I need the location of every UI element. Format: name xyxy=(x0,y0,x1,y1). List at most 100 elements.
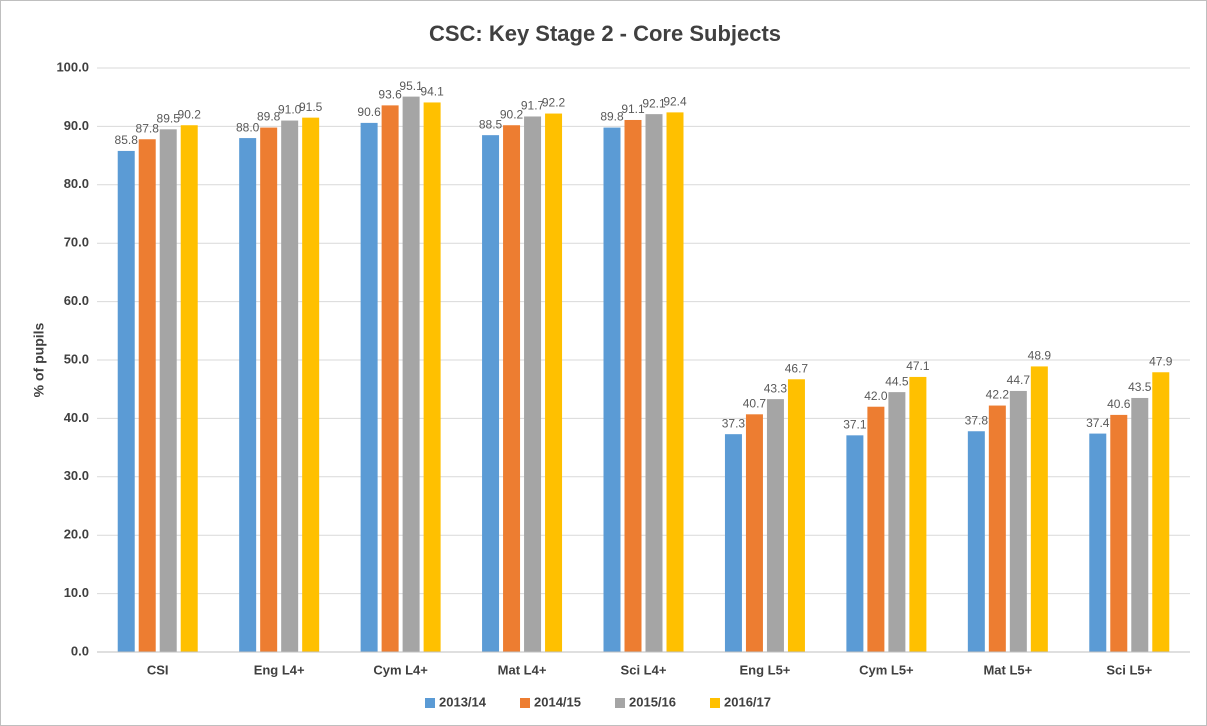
y-tick-label: 50.0 xyxy=(64,351,89,366)
data-label: 40.6 xyxy=(1107,397,1131,411)
x-tick-label: Sci L4+ xyxy=(621,662,667,677)
y-tick-label: 40.0 xyxy=(64,410,89,425)
bar xyxy=(302,117,320,652)
bar xyxy=(967,431,985,652)
data-label: 85.8 xyxy=(115,133,139,147)
data-label: 92.4 xyxy=(663,95,687,109)
x-tick-label: Mat L4+ xyxy=(498,662,547,677)
data-label: 87.8 xyxy=(136,121,160,135)
data-label: 89.5 xyxy=(157,111,181,125)
legend-swatch xyxy=(710,698,720,708)
x-tick-label: Cym L4+ xyxy=(373,662,428,677)
data-label: 90.2 xyxy=(500,107,524,121)
x-tick-label: Eng L4+ xyxy=(254,662,305,677)
bar xyxy=(766,399,784,652)
bar xyxy=(1009,390,1027,652)
bar xyxy=(724,434,742,652)
data-label: 91.5 xyxy=(299,100,323,114)
x-tick-label: CSI xyxy=(147,662,169,677)
legend-label: 2013/14 xyxy=(439,694,487,709)
data-label: 89.8 xyxy=(600,110,624,124)
bar xyxy=(545,113,563,652)
y-tick-label: 90.0 xyxy=(64,118,89,133)
data-label: 90.6 xyxy=(357,105,381,119)
legend-label: 2014/15 xyxy=(534,694,581,709)
bar xyxy=(239,138,257,652)
bar xyxy=(1110,414,1128,652)
bar xyxy=(281,120,299,652)
legend-label: 2015/16 xyxy=(629,694,676,709)
data-label: 91.7 xyxy=(521,99,545,113)
y-tick-label: 70.0 xyxy=(64,235,89,250)
bar xyxy=(867,406,885,652)
data-label: 90.2 xyxy=(178,107,202,121)
bar xyxy=(360,122,378,653)
data-label: 88.5 xyxy=(479,117,503,131)
y-tick-label: 100.0 xyxy=(56,59,89,74)
x-tick-label: Mat L5+ xyxy=(983,662,1032,677)
x-tick-label: Sci L5+ xyxy=(1106,662,1152,677)
data-label: 47.9 xyxy=(1149,354,1173,368)
data-label: 43.5 xyxy=(1128,380,1152,394)
bar xyxy=(888,392,906,652)
bar xyxy=(745,414,763,652)
bar xyxy=(988,405,1006,652)
data-label: 37.3 xyxy=(722,416,746,430)
bar xyxy=(1131,397,1149,652)
y-tick-label: 60.0 xyxy=(64,293,89,308)
data-label: 47.1 xyxy=(906,359,930,373)
bar xyxy=(645,114,663,653)
y-axis-label: % of pupils xyxy=(31,322,47,397)
data-label: 94.1 xyxy=(420,85,444,99)
bar xyxy=(603,127,621,653)
bar xyxy=(482,135,500,652)
y-tick-label: 80.0 xyxy=(64,176,89,191)
y-tick-label: 20.0 xyxy=(64,527,89,542)
data-label: 42.0 xyxy=(864,389,888,403)
data-label: 40.7 xyxy=(743,396,767,410)
bar xyxy=(180,125,198,653)
data-label: 37.8 xyxy=(965,413,989,427)
bar xyxy=(846,435,864,652)
data-label: 92.1 xyxy=(642,96,666,110)
x-tick-label: Eng L5+ xyxy=(739,662,790,677)
bar xyxy=(138,139,156,653)
bar xyxy=(159,129,177,652)
legend-label: 2016/17 xyxy=(724,694,771,709)
data-label: 44.7 xyxy=(1007,373,1031,387)
data-label: 92.2 xyxy=(542,96,566,110)
y-tick-label: 30.0 xyxy=(64,468,89,483)
legend-swatch xyxy=(520,698,530,708)
bar xyxy=(1152,372,1170,652)
data-label: 93.6 xyxy=(378,88,402,102)
bar xyxy=(260,127,278,653)
data-label: 48.9 xyxy=(1028,349,1052,363)
legend-swatch xyxy=(615,698,625,708)
y-tick-label: 0.0 xyxy=(71,643,89,658)
bar xyxy=(787,379,805,652)
x-tick-label: Cym L5+ xyxy=(859,662,914,677)
bar xyxy=(381,105,399,653)
y-tick-label: 10.0 xyxy=(64,585,89,600)
data-label: 44.5 xyxy=(885,374,909,388)
data-label: 91.0 xyxy=(278,103,302,117)
data-label: 42.2 xyxy=(986,388,1010,402)
legend-swatch xyxy=(425,698,435,708)
bar xyxy=(402,96,420,653)
data-label: 95.1 xyxy=(399,79,423,93)
bar xyxy=(423,102,441,653)
chart-title: CSC: Key Stage 2 - Core Subjects xyxy=(429,21,781,46)
bar xyxy=(1089,433,1107,652)
bar xyxy=(524,116,542,653)
data-label: 37.4 xyxy=(1086,416,1110,430)
data-label: 91.1 xyxy=(621,102,645,116)
data-label: 46.7 xyxy=(785,361,809,375)
data-label: 88.0 xyxy=(236,120,260,134)
bar xyxy=(666,112,684,652)
bar xyxy=(117,150,135,653)
bar xyxy=(909,376,927,652)
bar xyxy=(503,125,521,653)
bar xyxy=(1030,366,1048,652)
